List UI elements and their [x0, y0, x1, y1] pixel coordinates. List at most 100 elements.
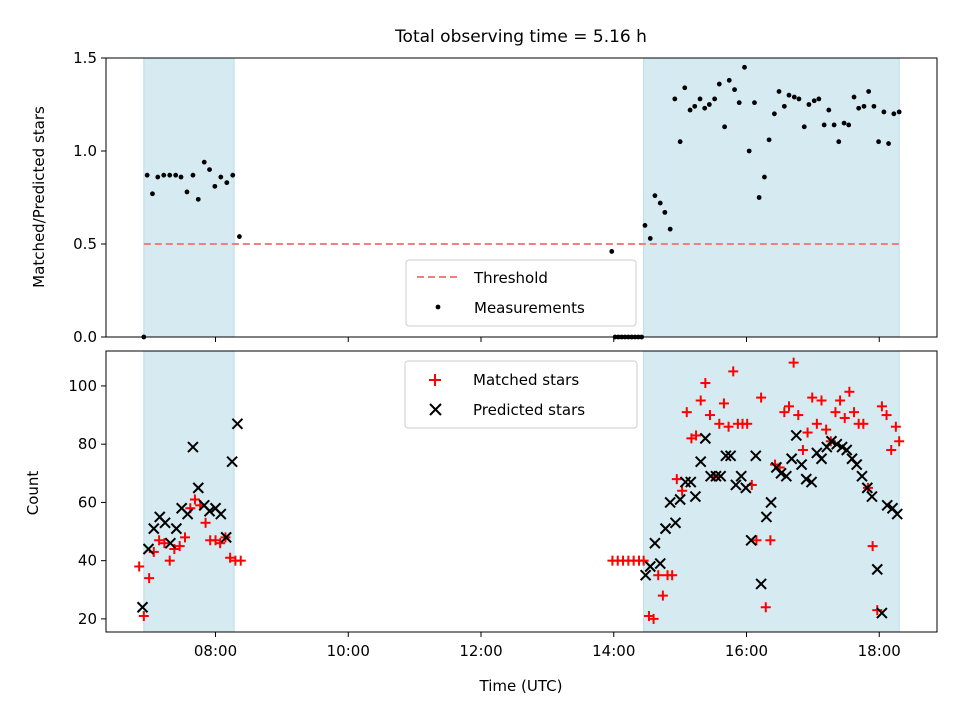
measurement-point — [821, 122, 827, 128]
matched-star-point — [728, 366, 739, 377]
measurement-point — [786, 92, 792, 98]
matched-star-point — [179, 532, 190, 543]
count-y-axis-label: Count — [24, 471, 42, 516]
matched-star-point — [760, 602, 771, 613]
ratio-y-tick-label: 1.5 — [73, 49, 97, 67]
matched-star-point — [169, 544, 180, 555]
measurement-point — [702, 105, 708, 111]
observing-window-1 — [143, 350, 235, 633]
observing-window-2 — [643, 57, 900, 338]
matched-star-point — [144, 573, 155, 584]
measurement-point — [871, 103, 877, 109]
predicted-star-point — [861, 482, 874, 494]
measurement-point — [736, 100, 742, 106]
predicted-star-point — [649, 537, 661, 549]
measurement-point — [609, 249, 615, 254]
measurement-point — [766, 137, 772, 143]
measurement-point — [746, 148, 752, 154]
ratio-legend-box — [405, 259, 637, 327]
measurement-point — [201, 159, 207, 165]
predicted-star-point — [689, 490, 702, 503]
measurement-point — [816, 96, 822, 102]
predicted-star-point — [203, 505, 216, 517]
measurement-point — [697, 96, 703, 102]
matched-star-point — [638, 555, 649, 566]
measurement-point — [218, 174, 224, 180]
matched-star-point — [765, 535, 776, 546]
predicted-star-point — [871, 563, 883, 576]
predicted-star-point — [891, 508, 903, 520]
count-y-tick-label: 40 — [78, 552, 97, 570]
measurement-point — [677, 139, 683, 145]
matched-star-point — [671, 474, 682, 485]
measurement-point — [230, 172, 236, 178]
measurement-point — [184, 189, 190, 195]
predicted-star-point — [142, 543, 155, 555]
count-y-tick-label: 100 — [68, 377, 97, 395]
matched-star-point — [876, 401, 887, 412]
matched-star-point — [756, 392, 767, 403]
matched-star-point — [742, 418, 753, 429]
matched-star-point — [844, 386, 855, 397]
measurement-point — [150, 191, 155, 197]
matched-star-point — [802, 427, 813, 438]
matched-star-point — [858, 418, 869, 429]
measurement-point — [851, 94, 857, 100]
observing-window-1 — [143, 57, 235, 338]
matched-star-point — [872, 605, 883, 616]
count-y-tick-label: 80 — [78, 435, 97, 453]
predicted-star-point — [720, 450, 732, 462]
measurement-point — [776, 89, 782, 94]
count-x-tick-label: 18:00 — [858, 642, 901, 660]
measurement-point — [195, 196, 201, 202]
measurement-point — [791, 94, 797, 100]
predicted-star-point — [170, 522, 183, 535]
predicted-star-point — [841, 444, 853, 456]
predicted-star-point — [815, 453, 828, 465]
predicted-star-point — [674, 493, 686, 506]
measurement-point — [762, 174, 767, 180]
predicted-star-point — [876, 607, 888, 619]
predicted-star-point — [780, 470, 793, 482]
measurement-point — [771, 111, 777, 117]
matched-star-point — [714, 418, 725, 429]
measurement-point — [811, 98, 817, 104]
count-y-tick-label: 60 — [78, 493, 97, 511]
predicted-star-point — [187, 441, 199, 453]
measurement-point — [190, 172, 196, 178]
measurement-point — [891, 111, 897, 117]
predicted-star-point — [664, 496, 676, 509]
predicted-star-point — [740, 482, 752, 494]
measurement-point — [682, 85, 688, 91]
predicted-star-point — [775, 467, 787, 480]
count-legend: Matched stars Predicted stars — [404, 360, 638, 429]
measurement-point — [642, 223, 648, 228]
count-x-tick-label: 12:00 — [459, 642, 502, 660]
matched-star-point — [174, 541, 185, 552]
matched-star-point — [215, 538, 226, 549]
matched-star-point — [894, 436, 905, 447]
predicted-star-point — [654, 557, 666, 570]
predicted-star-point — [831, 438, 843, 450]
measurement-point — [207, 167, 212, 173]
measurement-point — [826, 107, 832, 113]
measurement-point — [667, 226, 673, 232]
measurement-point — [647, 236, 653, 241]
measurement-point — [652, 193, 658, 199]
predicted-star-point — [136, 601, 149, 613]
measurement-point — [224, 180, 230, 186]
predicted-star-point — [755, 578, 767, 590]
measurement-point — [796, 96, 802, 102]
measurement-point — [692, 103, 698, 109]
count-x-tick-label: 08:00 — [194, 642, 237, 660]
predicted-star-point — [730, 479, 742, 491]
predicted-star-point — [639, 569, 652, 581]
ratio-y-axis-label: Matched/Predicted stars — [30, 106, 48, 288]
matched-star-point — [235, 555, 246, 566]
matched-star-point — [138, 610, 149, 621]
measurement-point — [155, 174, 161, 180]
measurement-point — [846, 122, 852, 128]
count-x-tick-label: 16:00 — [725, 642, 768, 660]
threshold-legend-label: Threshold — [473, 269, 548, 287]
measurement-point — [831, 122, 837, 128]
